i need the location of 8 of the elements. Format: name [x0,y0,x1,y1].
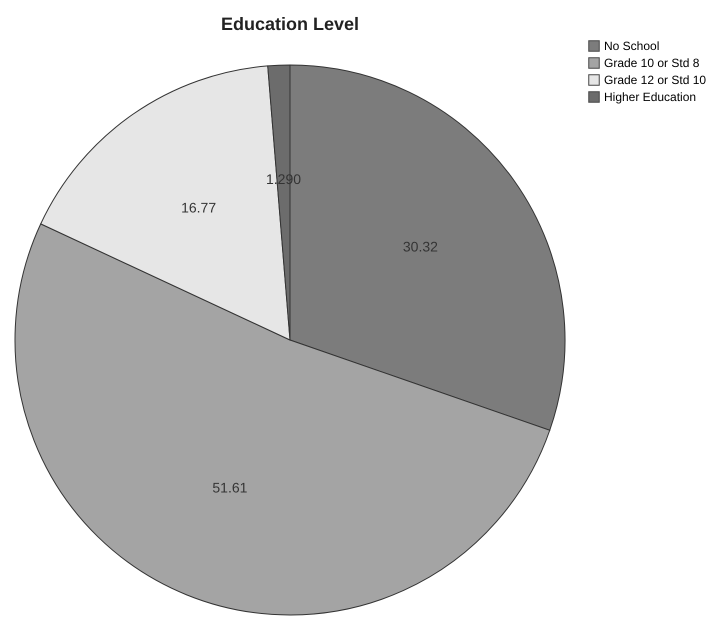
chart-title: Education Level [220,14,360,34]
legend-label: Grade 12 or Std 10 [604,73,706,87]
data-label: 16.77 [181,200,216,216]
legend-label: No School [604,39,660,53]
legend-label: Higher Education [604,90,696,104]
legend-label: Grade 10 or Std 8 [604,56,700,70]
data-label: 51.61 [212,479,248,496]
data-label: 30.32 [402,238,438,254]
